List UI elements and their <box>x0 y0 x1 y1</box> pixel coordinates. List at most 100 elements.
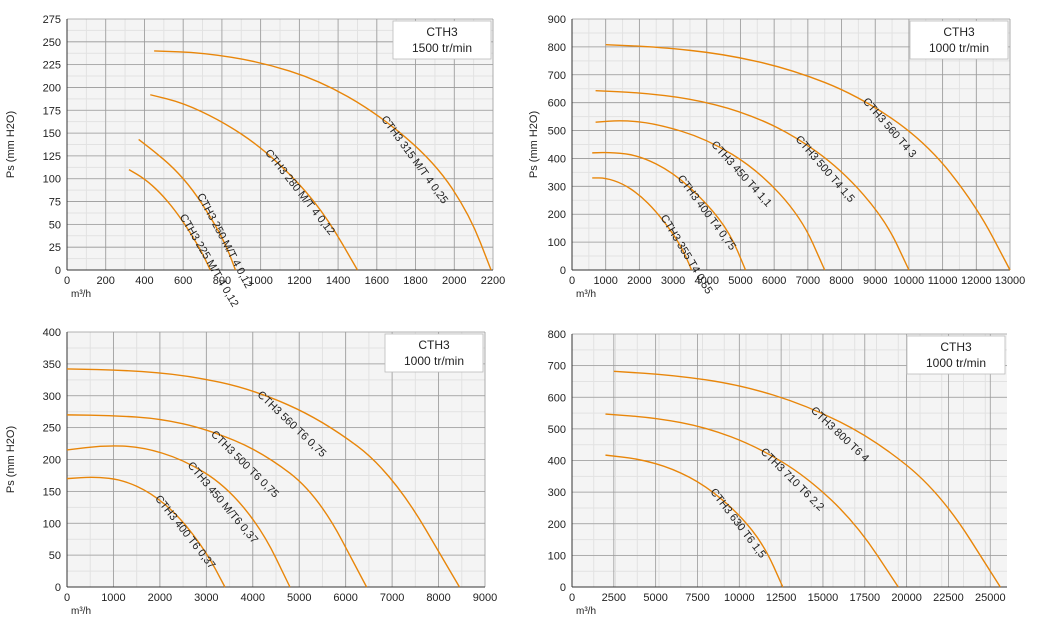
y-axis-label: Ps (mm H2O) <box>528 111 540 178</box>
y-tick-label: 150 <box>43 128 61 140</box>
x-tick-label: 2000 <box>627 275 651 287</box>
x-tick-label: 1000 <box>101 592 125 604</box>
fan-curve <box>605 454 784 588</box>
speed-badge <box>384 333 484 373</box>
fan-curve <box>150 94 359 271</box>
x-tick-label: 5000 <box>643 592 667 604</box>
y-tick-label: 225 <box>43 60 61 72</box>
x-tick-label: 200 <box>97 275 115 287</box>
fan-curve <box>66 414 368 588</box>
y-tick-label: 500 <box>548 126 566 138</box>
y-tick-label: 500 <box>548 424 566 436</box>
x-tick-label: 4000 <box>241 592 265 604</box>
x-tick-label: 0 <box>64 592 70 604</box>
x-axis-label: m³/h <box>71 289 91 300</box>
x-axis-label: m³/h <box>71 606 91 617</box>
x-tick-label: 0 <box>64 275 70 287</box>
badge-speed: 1000 tr/min <box>404 354 464 368</box>
y-tick-label: 100 <box>43 174 61 186</box>
y-tick-label: 200 <box>43 455 61 467</box>
chart-svg: 0 1000 2000 3000 4000 5000 6000 7000 8000 9000 100… <box>528 14 1025 300</box>
x-tick-label: 9000 <box>473 592 497 604</box>
fan-curve <box>613 370 1001 588</box>
chart-svg: 0 2500 5000 7500 10000 12500 15000 17500 20000 22… <box>548 329 1007 617</box>
x-tick-label: 1200 <box>287 275 311 287</box>
x-tick-label: 9000 <box>863 275 887 287</box>
y-tick-label: 800 <box>548 42 566 54</box>
x-tick-label: 6000 <box>333 592 357 604</box>
y-tick-label: 275 <box>43 14 61 26</box>
x-tick-label: 1000 <box>248 275 272 287</box>
y-tick-label: 100 <box>548 550 566 562</box>
y-tick-label: 300 <box>43 391 61 403</box>
x-tick-label: 4000 <box>695 275 719 287</box>
x-tick-label: 3000 <box>194 592 218 604</box>
fan-curve <box>595 89 910 271</box>
y-tick-label: 100 <box>43 518 61 530</box>
y-tick-label: 800 <box>548 329 566 341</box>
chart-panel-cth3-1000-t6-large: 0 2500 5000 7500 10000 12500 15000 17500 20000 22… <box>523 317 1046 634</box>
fan-curve <box>128 168 211 271</box>
y-tick-label: 700 <box>548 70 566 82</box>
x-tick-label: 8000 <box>829 275 853 287</box>
x-tick-label: 400 <box>135 275 153 287</box>
badge-model: CTH3 <box>940 340 972 354</box>
fan-curve <box>66 368 461 588</box>
x-tick-label: 5000 <box>287 592 311 604</box>
fan-curve <box>154 50 492 271</box>
y-tick-label: 250 <box>43 423 61 435</box>
y-tick-label: 175 <box>43 105 61 117</box>
badge-model: CTH3 <box>426 25 458 39</box>
y-tick-label: 700 <box>548 361 566 373</box>
x-tick-label: 7000 <box>380 592 404 604</box>
y-axis-label: Ps (mm H2O) <box>5 426 17 493</box>
y-tick-label: 25 <box>49 242 61 254</box>
x-tick-label: 15000 <box>808 592 839 604</box>
x-tick-label: 800 <box>213 275 231 287</box>
y-tick-label: 50 <box>49 219 61 231</box>
x-tick-label: 1800 <box>403 275 427 287</box>
y-tick-label: 125 <box>43 151 61 163</box>
speed-badge <box>906 335 1006 375</box>
y-tick-label: 100 <box>548 237 566 249</box>
x-tick-label: 0 <box>569 592 575 604</box>
y-tick-label: 600 <box>548 98 566 110</box>
y-tick-label: 0 <box>560 265 566 277</box>
badge-speed: 1500 tr/min <box>412 41 472 55</box>
badge-model: CTH3 <box>943 25 975 39</box>
chart-svg: 0 1000 2000 3000 4000 5000 6000 7000 8000 9000 0 50… <box>5 327 497 617</box>
y-tick-label: 300 <box>548 487 566 499</box>
y-tick-label: 200 <box>43 82 61 94</box>
x-tick-label: 2000 <box>442 275 466 287</box>
fan-curve <box>592 151 747 271</box>
x-tick-label: 2000 <box>148 592 172 604</box>
x-tick-label: 1000 <box>593 275 617 287</box>
x-tick-label: 2200 <box>481 275 505 287</box>
y-tick-label: 400 <box>548 153 566 165</box>
y-tick-label: 50 <box>49 550 61 562</box>
x-tick-label: 25000 <box>975 592 1006 604</box>
x-tick-label: 5000 <box>728 275 752 287</box>
y-tick-label: 300 <box>548 181 566 193</box>
badge-model: CTH3 <box>418 338 450 352</box>
x-tick-label: 10000 <box>894 275 925 287</box>
x-tick-label: 0 <box>569 275 575 287</box>
fan-curve <box>66 445 291 588</box>
y-axis-label: Ps (mm H2O) <box>5 111 17 178</box>
y-tick-label: 75 <box>49 197 61 209</box>
chart-panel-cth3-1000-t6-small: 0 1000 2000 3000 4000 5000 6000 7000 8000 9000 0 50… <box>0 317 520 634</box>
fan-curve <box>66 476 226 588</box>
y-tick-label: 400 <box>548 456 566 468</box>
chart-svg: 0 200 400 600 800 1000 1200 1400 1600 1800 2000 220… <box>5 14 505 309</box>
y-tick-label: 400 <box>43 327 61 339</box>
y-tick-label: 200 <box>548 209 566 221</box>
x-tick-label: 1600 <box>365 275 389 287</box>
badge-speed: 1000 tr/min <box>929 41 989 55</box>
y-tick-label: 250 <box>43 37 61 49</box>
fan-curve <box>605 413 899 588</box>
x-tick-label: 6000 <box>762 275 786 287</box>
y-tick-label: 0 <box>55 582 61 594</box>
speed-badge <box>392 20 492 60</box>
y-tick-label: 350 <box>43 359 61 371</box>
x-axis-label: m³/h <box>576 289 596 300</box>
